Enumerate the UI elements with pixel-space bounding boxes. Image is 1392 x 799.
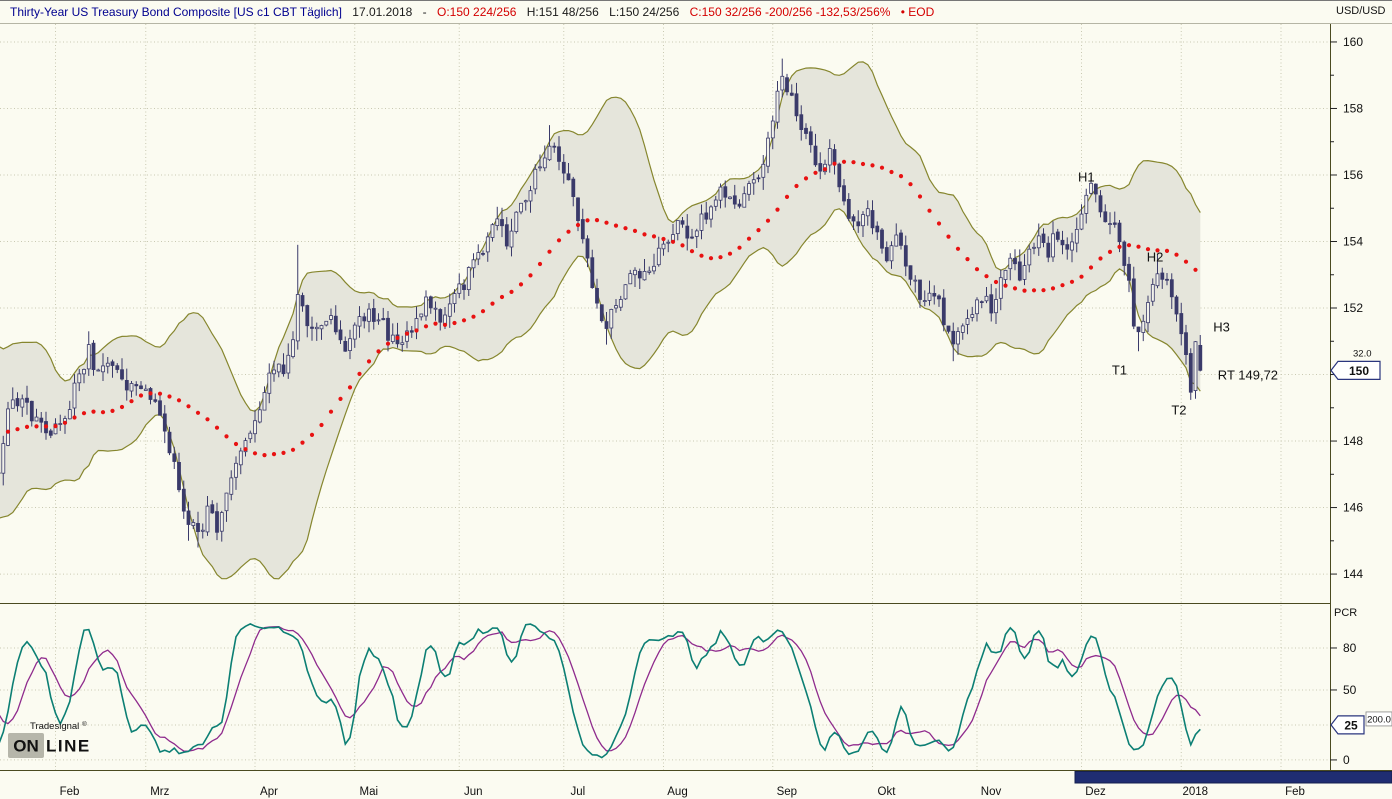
quote-separator: - bbox=[422, 5, 427, 19]
annotation-T2: T2 bbox=[1171, 402, 1186, 417]
price-tick-label: 144 bbox=[1343, 567, 1363, 581]
last-price-value: 150 bbox=[1349, 364, 1369, 378]
sma-dots bbox=[5, 159, 1198, 458]
instrument-title: Thirty-Year US Treasury Bond Composite [… bbox=[10, 5, 342, 19]
oscillator-tick-label: 0 bbox=[1343, 753, 1350, 767]
svg-text:LINE: LINE bbox=[46, 737, 91, 756]
last-price-fraction: 32.0 bbox=[1353, 348, 1372, 359]
annotation-RT: RT 149,72 bbox=[1218, 368, 1278, 383]
svg-text:Tradesignal: Tradesignal bbox=[30, 721, 79, 732]
month-label: Jul bbox=[570, 786, 585, 798]
oscillator-tick-label: 50 bbox=[1343, 683, 1357, 697]
month-label: 2018 bbox=[1183, 786, 1209, 798]
price-tick-label: 156 bbox=[1343, 168, 1363, 182]
candlestick-series bbox=[0, 58, 1203, 548]
oscillator-axis: PCR 80 50 0 bbox=[1330, 607, 1357, 767]
oscillator-fast-line bbox=[0, 623, 1201, 759]
quote-low: L:150 24/256 bbox=[609, 5, 680, 19]
month-label: Mai bbox=[360, 786, 379, 798]
bollinger-band-fill bbox=[0, 61, 1201, 579]
quote-date: 17.01.2018 bbox=[352, 5, 413, 19]
horizontal-scrollbar[interactable] bbox=[1074, 771, 1392, 784]
oscillator-panel bbox=[0, 623, 1201, 759]
oscillator-tick-label: 80 bbox=[1343, 641, 1357, 655]
quote-close-change: C:150 32/256 -200/256 -132,53/256% bbox=[689, 5, 891, 19]
month-label: Feb bbox=[1285, 786, 1305, 798]
month-label: Sep bbox=[777, 786, 797, 798]
svg-text:®: ® bbox=[82, 720, 87, 728]
oscillator-param: 200.0 bbox=[1367, 714, 1391, 725]
month-label: Aug bbox=[667, 786, 687, 798]
month-label: Mrz bbox=[150, 786, 169, 798]
svg-text:ON: ON bbox=[13, 737, 39, 756]
eod-badge: • EOD bbox=[900, 5, 935, 19]
price-tick-label: 146 bbox=[1343, 501, 1363, 515]
price-tick-label: 154 bbox=[1343, 234, 1363, 248]
month-label: Okt bbox=[878, 786, 897, 798]
quote-open: O:150 224/256 bbox=[437, 5, 517, 19]
price-tick-label: 160 bbox=[1343, 35, 1363, 49]
annotations: H1 H2 H3 T1 T2 RT 149,72 bbox=[1078, 170, 1278, 418]
quote-high: H:151 48/256 bbox=[526, 5, 599, 19]
price-tick-label: 148 bbox=[1343, 434, 1363, 448]
oscillator-label: PCR bbox=[1334, 607, 1357, 619]
annotation-H3: H3 bbox=[1213, 319, 1230, 334]
frame-lines bbox=[0, 0, 1392, 771]
month-label: Apr bbox=[260, 786, 278, 798]
oscillator-value: 25 bbox=[1344, 718, 1358, 732]
price-tick-label: 158 bbox=[1343, 101, 1363, 115]
bollinger-upper-line bbox=[0, 61, 1201, 412]
last-price-marker: 150 32.0 bbox=[1330, 348, 1381, 380]
month-label: Nov bbox=[981, 786, 1002, 798]
annotation-T1: T1 bbox=[1112, 363, 1127, 378]
price-tick-label: 152 bbox=[1343, 301, 1363, 315]
oscillator-value-marker: 25 200.0 bbox=[1330, 711, 1392, 735]
annotation-H1: H1 bbox=[1078, 170, 1095, 185]
month-label: Feb bbox=[60, 786, 80, 798]
month-label: Dez bbox=[1085, 786, 1106, 798]
watermark-on-block bbox=[8, 733, 44, 758]
month-label: Jun bbox=[464, 786, 483, 798]
tradesignal-watermark: Tradesignal ® ON LINE bbox=[8, 720, 91, 758]
bollinger-band bbox=[0, 61, 1201, 580]
currency-label: USD/USD bbox=[1336, 5, 1386, 17]
annotation-H2: H2 bbox=[1147, 250, 1164, 265]
date-axis: Feb Mrz Apr Mai Jun Jul Aug Sep Okt Nov Dez 2018 Feb bbox=[60, 786, 1305, 798]
chart-title-bar: Thirty-Year US Treasury Bond Composite [… bbox=[0, 0, 1392, 23]
bollinger-lower-line bbox=[0, 208, 1201, 580]
oscillator-slow-line bbox=[0, 626, 1201, 752]
